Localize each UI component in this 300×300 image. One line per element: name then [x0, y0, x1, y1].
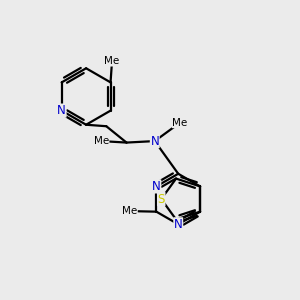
- Text: N: N: [57, 104, 66, 117]
- Text: Me: Me: [94, 136, 109, 146]
- Text: Me: Me: [122, 206, 137, 216]
- Text: N: N: [150, 135, 159, 148]
- Text: N: N: [174, 218, 183, 231]
- Text: Me: Me: [104, 56, 120, 66]
- Text: N: N: [152, 180, 161, 193]
- Text: Me: Me: [172, 118, 188, 128]
- Text: S: S: [158, 193, 165, 206]
